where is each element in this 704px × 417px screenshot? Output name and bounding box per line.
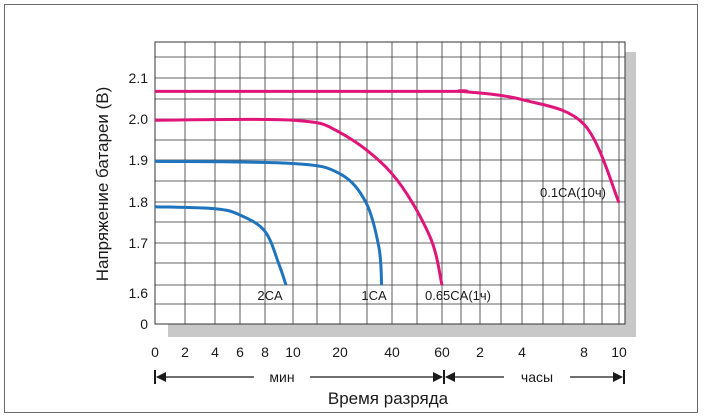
- x-tick-labels-minutes: 0 2 4 6 8 10 20 40 60: [151, 344, 450, 360]
- hours-section-label: часы: [521, 369, 553, 385]
- series-line-3: [155, 89, 621, 204]
- y-tick-label: 1.6: [129, 285, 149, 301]
- y-tick-label: 2.1: [129, 70, 149, 86]
- y-tick-label: 1.7: [129, 235, 149, 251]
- series-line-0: [154, 205, 288, 286]
- series-label-065ca: 0.65CA(1ч): [425, 288, 491, 303]
- x-axis-title: Время разряда: [328, 389, 449, 408]
- series-label-2ca: 2CA: [257, 288, 283, 303]
- x-tick-label: 4: [518, 344, 526, 360]
- x-tick-label: 40: [384, 344, 400, 360]
- x-tick-label: 2: [476, 344, 484, 360]
- y-tick-labels: 0 1.6 1.7 1.8 1.9 2.0 2.1: [129, 70, 149, 332]
- y-tick-label: 2.0: [129, 111, 149, 127]
- x-tick-label: 8: [580, 344, 588, 360]
- x-tick-label: 10: [285, 344, 301, 360]
- x-tick-labels-hours: 2 4 8 10: [476, 344, 627, 360]
- x-tick-label: 2: [181, 344, 189, 360]
- x-tick-label: 10: [611, 344, 627, 360]
- series-curves: [154, 89, 621, 286]
- series-labels: 2CA 1CA 0.65CA(1ч) 0.1CA(10ч): [257, 185, 606, 303]
- plot-area: [154, 41, 626, 325]
- x-section-arrows: мин часы: [154, 369, 625, 385]
- x-tick-label: 20: [332, 344, 348, 360]
- x-tick-label: 60: [434, 344, 450, 360]
- y-tick-label: 1.9: [129, 152, 149, 168]
- minutes-section-label: мин: [269, 369, 294, 385]
- series-line-2: [154, 117, 444, 286]
- x-tick-label: 6: [236, 344, 244, 360]
- y-tick-label: 1.8: [129, 194, 149, 210]
- series-line-1: [154, 159, 384, 286]
- y-tick-label: 0: [140, 316, 148, 332]
- x-tick-label: 0: [151, 344, 159, 360]
- y-axis-title: Напряжение батареи (В): [93, 87, 112, 282]
- x-tick-label: 4: [211, 344, 219, 360]
- series-label-01ca: 0.1CA(10ч): [540, 185, 606, 200]
- x-tick-label: 8: [261, 344, 269, 360]
- series-label-1ca: 1CA: [361, 288, 387, 303]
